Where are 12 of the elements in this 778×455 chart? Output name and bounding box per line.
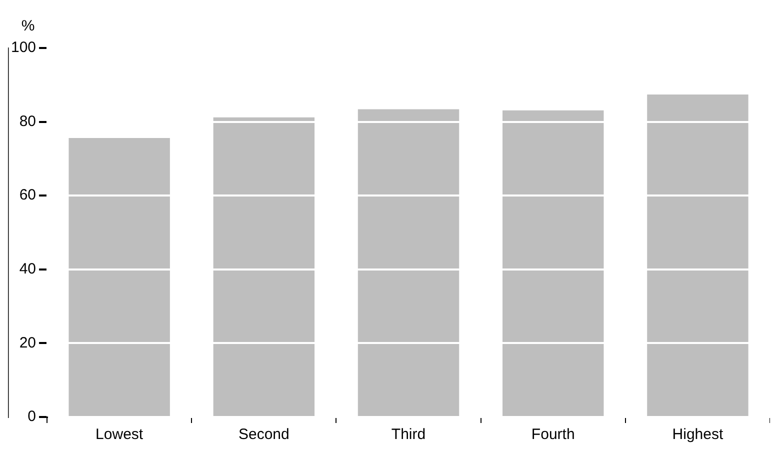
y-tick-label: 80 <box>19 112 36 130</box>
y-tick-label: 100 <box>10 39 36 56</box>
y-axis-title: % <box>21 18 35 35</box>
y-tick-label: 60 <box>19 186 36 204</box>
x-tick-label: Highest <box>672 426 724 444</box>
y-tick-label: 0 <box>28 408 36 426</box>
y-tick-label: 40 <box>19 260 36 278</box>
x-tick-label: Third <box>391 426 426 444</box>
x-tick-label: Fourth <box>531 426 575 444</box>
x-tick-label: Second <box>238 426 290 444</box>
y-tick-label: 20 <box>19 334 36 352</box>
x-tick-label: Lowest <box>96 426 144 444</box>
